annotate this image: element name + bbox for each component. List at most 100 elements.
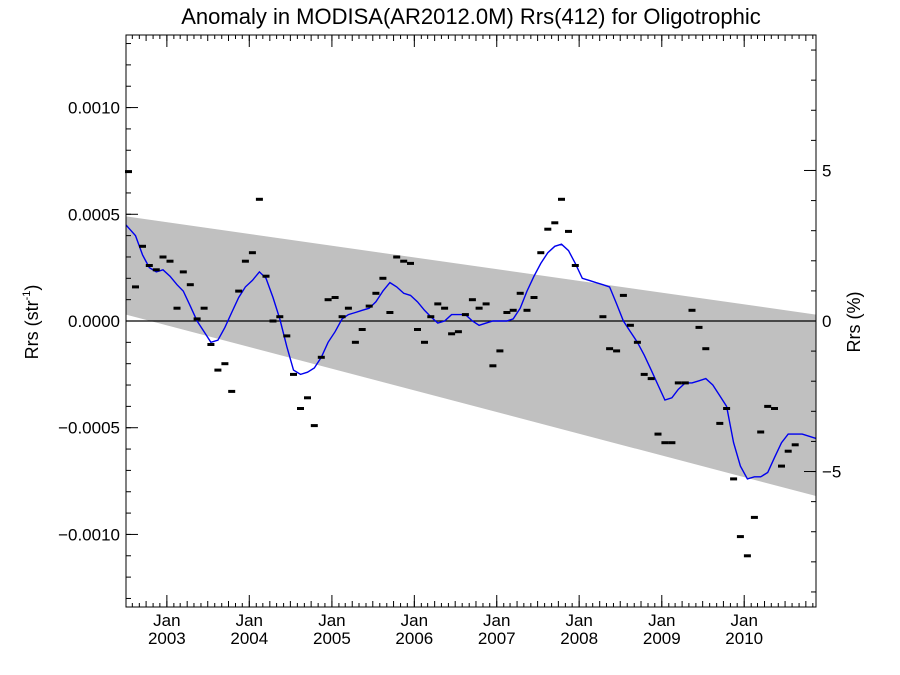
data-point-marker xyxy=(186,283,194,287)
data-point-marker xyxy=(276,315,284,319)
y-right-tick-label: 5 xyxy=(822,161,831,180)
x-tick-label-year: 2005 xyxy=(313,629,351,648)
data-point-marker xyxy=(558,197,565,201)
data-point-marker xyxy=(619,293,627,297)
x-tick-label-month: Jan xyxy=(730,611,757,630)
y-tick-label: 0.0010 xyxy=(68,99,120,118)
data-point-marker xyxy=(688,308,696,312)
data-point-marker xyxy=(626,323,634,327)
data-point-marker xyxy=(152,268,160,272)
y-tick-label: 0.0005 xyxy=(68,205,120,224)
x-tick-label-month: Jan xyxy=(318,611,345,630)
data-point-marker xyxy=(654,432,662,436)
data-point-marker xyxy=(516,291,524,295)
data-point-marker xyxy=(434,302,442,306)
data-point-marker xyxy=(207,343,215,346)
y-tick-label: −0.0010 xyxy=(58,525,120,544)
data-point-marker xyxy=(661,441,669,445)
axes-layer: 0.00100.00050.0000−0.0005−0.001050−5Jan2… xyxy=(58,34,841,648)
data-point-marker xyxy=(571,264,579,267)
data-point-marker xyxy=(331,296,339,299)
data-point-marker xyxy=(269,319,277,323)
data-point-marker xyxy=(503,311,511,314)
uncertainty-band-layer xyxy=(126,216,816,497)
data-point-marker xyxy=(304,396,311,400)
data-point-marker xyxy=(358,328,366,331)
x-tick-label-year: 2003 xyxy=(148,629,186,648)
data-point-marker xyxy=(537,251,545,255)
x-tick-label-year: 2006 xyxy=(395,629,433,648)
data-point-marker xyxy=(200,306,208,310)
y-tick-label: 0.0000 xyxy=(68,312,120,331)
data-point-marker xyxy=(324,298,332,302)
data-point-marker xyxy=(668,441,676,445)
data-point-marker xyxy=(132,285,139,289)
data-point-marker xyxy=(461,313,469,317)
x-tick-label-month: Jan xyxy=(401,611,428,630)
x-tick-label-year: 2007 xyxy=(478,629,516,648)
data-point-marker xyxy=(468,298,476,302)
data-point-marker xyxy=(255,197,263,201)
data-point-marker xyxy=(145,264,153,267)
y-axis-label-left-close: ) xyxy=(22,285,42,291)
x-tick-label-year: 2004 xyxy=(230,629,268,648)
data-point-marker xyxy=(551,221,559,225)
x-tick-label-month: Jan xyxy=(648,611,675,630)
data-point-marker xyxy=(489,364,497,368)
data-point-marker xyxy=(784,449,792,453)
data-point-marker xyxy=(228,389,236,393)
uncertainty-band xyxy=(126,216,816,497)
x-tick-label-month: Jan xyxy=(153,611,180,630)
data-point-marker xyxy=(771,407,778,410)
data-point-marker xyxy=(173,306,181,310)
data-point-marker xyxy=(248,251,256,255)
y-right-tick-label: 0 xyxy=(822,312,831,331)
data-point-marker xyxy=(454,330,462,334)
data-point-marker xyxy=(214,368,222,372)
data-point-marker xyxy=(139,244,146,248)
x-tick-label-year: 2010 xyxy=(725,629,763,648)
x-tick-label-month: Jan xyxy=(483,611,510,630)
data-point-marker xyxy=(633,340,641,344)
y-tick-label: −0.0005 xyxy=(58,419,120,438)
data-point-marker xyxy=(647,377,655,381)
data-point-marker xyxy=(674,381,682,385)
data-point-marker xyxy=(310,424,318,428)
data-point-marker xyxy=(317,355,325,359)
data-point-marker xyxy=(681,381,689,385)
data-point-marker xyxy=(221,362,229,366)
data-point-marker xyxy=(166,259,174,263)
data-point-marker xyxy=(427,315,435,319)
data-point-marker xyxy=(716,421,724,425)
y-axis-label-left-base: Rrs (str xyxy=(22,300,42,359)
y-axis-label-left: Rrs (str-1) xyxy=(21,285,42,360)
data-point-marker xyxy=(338,315,346,319)
data-point-marker xyxy=(757,430,765,434)
data-point-marker xyxy=(730,477,738,481)
data-point-marker xyxy=(283,334,291,338)
data-point-marker xyxy=(421,340,428,344)
data-point-marker xyxy=(414,328,421,331)
data-point-marker xyxy=(695,325,703,329)
data-point-marker xyxy=(565,229,572,233)
data-point-marker xyxy=(379,276,387,280)
data-point-marker xyxy=(441,306,449,310)
x-tick-label-month: Jan xyxy=(565,611,592,630)
data-point-marker xyxy=(599,315,607,319)
data-point-marker xyxy=(523,308,531,312)
data-point-marker xyxy=(407,261,414,265)
data-point-marker xyxy=(179,270,187,274)
data-point-marker xyxy=(736,535,744,539)
data-point-marker xyxy=(723,407,731,410)
data-point-marker xyxy=(344,306,352,310)
data-point-marker xyxy=(530,296,538,299)
data-point-marker xyxy=(400,259,408,263)
data-point-marker xyxy=(448,332,456,336)
data-point-marker xyxy=(193,317,201,321)
y-axis-label-right: Rrs (%) xyxy=(844,292,864,353)
data-point-marker xyxy=(393,255,401,259)
data-point-marker xyxy=(509,308,517,312)
data-point-marker xyxy=(791,443,799,447)
data-point-marker xyxy=(290,372,297,376)
